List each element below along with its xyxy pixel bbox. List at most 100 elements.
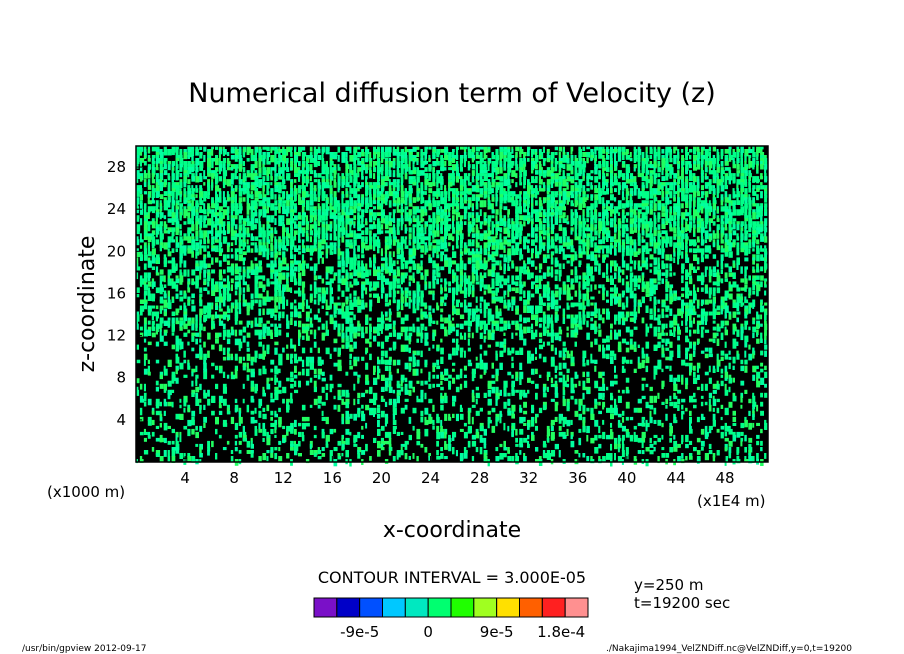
- field-cell: [712, 398, 717, 407]
- field-cell: [234, 398, 238, 404]
- field-cell: [610, 332, 613, 340]
- field-cell: [147, 320, 151, 325]
- field-cell: [511, 173, 516, 177]
- field-cell: [531, 308, 534, 315]
- field-cell: [479, 353, 482, 361]
- field-cell: [546, 296, 550, 302]
- field-cell: [250, 453, 254, 458]
- field-cell: [546, 287, 551, 291]
- field-cell: [341, 447, 345, 451]
- field-cell: [396, 392, 400, 397]
- field-cell: [242, 260, 245, 266]
- field-cell: [309, 296, 313, 303]
- field-cell: [250, 323, 253, 329]
- field-cell: [187, 152, 192, 158]
- field-cell: [602, 149, 606, 154]
- field-cell: [590, 284, 593, 292]
- field-cell: [270, 410, 274, 416]
- field-cell: [467, 362, 473, 367]
- field-cell: [191, 173, 195, 179]
- field-cell: [681, 164, 684, 168]
- field-cell: [357, 392, 361, 399]
- field-cell: [380, 266, 384, 272]
- field-cell: [689, 440, 693, 445]
- field-cell: [238, 320, 243, 325]
- field-cell: [207, 332, 211, 340]
- field-cell: [519, 407, 523, 413]
- field-cell: [242, 326, 247, 333]
- field-cell: [286, 453, 290, 459]
- field-cell: [637, 278, 641, 283]
- field-cell: [610, 167, 613, 173]
- field-cell: [384, 377, 390, 381]
- field-cell: [724, 353, 729, 360]
- field-cell: [685, 362, 689, 367]
- field-cell: [341, 344, 345, 349]
- field-cell: [661, 302, 666, 308]
- field-cell: [507, 275, 510, 281]
- field-cell: [392, 287, 396, 291]
- field-cell: [448, 161, 452, 166]
- field-cell: [313, 146, 317, 151]
- field-cell: [459, 146, 464, 150]
- field-cell: [558, 158, 563, 163]
- field-cell: [606, 353, 610, 360]
- field-cell: [724, 437, 729, 442]
- field-cell: [373, 173, 376, 179]
- field-cell: [523, 155, 526, 159]
- field-cell: [491, 320, 496, 326]
- field-cell: [238, 266, 242, 273]
- field-cell: [329, 386, 333, 393]
- field-cell: [274, 146, 278, 151]
- field-cell: [345, 152, 348, 158]
- field-cell: [452, 299, 455, 305]
- field-cell: [163, 149, 168, 156]
- field-cell: [325, 320, 328, 328]
- field-cell: [535, 152, 537, 156]
- field-cell: [566, 419, 571, 427]
- field-cell: [428, 419, 432, 424]
- field-cell: [681, 311, 684, 319]
- field-cell: [274, 149, 279, 154]
- field-cell: [250, 269, 255, 275]
- field-cell: [653, 146, 657, 151]
- field-cell: [538, 170, 542, 174]
- field-cell: [633, 317, 637, 324]
- field-cell: [143, 368, 148, 375]
- field-cell: [400, 302, 403, 306]
- field-cell: [369, 329, 372, 334]
- field-cell: [693, 329, 697, 334]
- field-cell: [325, 266, 330, 274]
- field-cell: [357, 254, 360, 259]
- field-cell: [222, 149, 227, 155]
- field-cell: [633, 305, 637, 311]
- field-cell: [760, 146, 764, 150]
- field-cell: [309, 329, 313, 335]
- field-cell: [361, 170, 364, 176]
- field-cell: [396, 152, 401, 157]
- field-cell: [700, 275, 705, 283]
- field-cell: [377, 428, 381, 436]
- field-cell: [278, 275, 282, 281]
- field-cell: [179, 305, 182, 311]
- field-cell: [274, 368, 279, 375]
- field-cell: [523, 305, 527, 313]
- field-cell: [365, 404, 370, 411]
- field-cell: [720, 263, 724, 270]
- field-cell: [179, 326, 183, 331]
- field-cell: [333, 308, 337, 314]
- field-cell: [207, 263, 211, 268]
- field-cell: [503, 401, 507, 409]
- field-cell: [199, 272, 202, 280]
- field-cell: [203, 308, 207, 314]
- field-cell: [428, 398, 433, 404]
- field-cell: [594, 365, 597, 372]
- field-cell: [657, 257, 660, 264]
- field-cell: [211, 173, 215, 179]
- field-cell: [740, 326, 744, 334]
- field-cell: [459, 167, 463, 172]
- field-cell: [270, 398, 275, 403]
- field-cell: [748, 149, 753, 154]
- field-cell: [155, 326, 159, 332]
- field-cell: [704, 167, 708, 173]
